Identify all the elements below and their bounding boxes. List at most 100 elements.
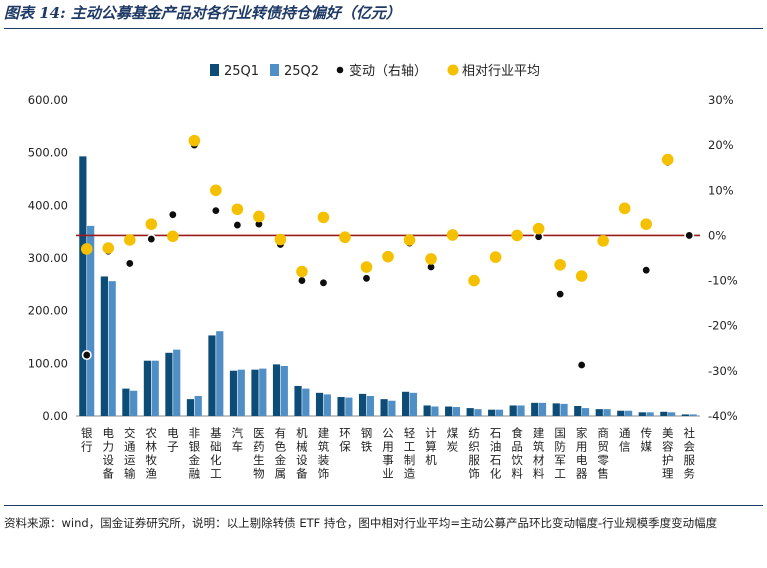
- change-point: [576, 359, 587, 370]
- category-label-char: 农: [146, 426, 158, 440]
- category-label-char: 军: [554, 453, 566, 467]
- category-label-char: 汽: [232, 426, 244, 440]
- bar-25q2: [151, 360, 159, 416]
- legend-label: 25Q1: [224, 64, 259, 79]
- bar-25q2: [259, 368, 267, 416]
- change-point: [146, 234, 157, 245]
- category-label-char: 设: [296, 453, 308, 467]
- category-label-char: 用: [576, 440, 588, 454]
- relative-point: [618, 202, 631, 215]
- bar-25q1: [681, 414, 689, 416]
- change-point: [167, 209, 178, 220]
- category-label-char: 铁: [361, 440, 373, 454]
- change-point: [361, 273, 372, 284]
- category-label-char: 油: [490, 440, 502, 454]
- legend-swatch: [335, 65, 345, 75]
- category-label-char: 石: [490, 426, 502, 440]
- bar-25q2: [194, 395, 202, 416]
- category-label-char: 备: [296, 467, 308, 481]
- category-label-char: 电: [576, 453, 588, 467]
- category-label-char: 炭: [447, 440, 459, 454]
- right-tick-label: -40%: [708, 409, 738, 423]
- relative-point: [382, 250, 394, 263]
- bar-25q2: [560, 403, 568, 416]
- category-label-char: 工: [554, 467, 566, 481]
- relative-point: [403, 234, 416, 246]
- bar-25q2: [517, 405, 525, 416]
- category-label-char: 零: [597, 453, 609, 467]
- combo-chart: 0.00 100.00 200.00 300.00 400.00 500.00 600.00…: [28, 63, 738, 481]
- right-tick-label: 30%: [708, 93, 734, 107]
- relative-point: [102, 242, 115, 254]
- bar-25q2: [452, 407, 461, 416]
- category-label-char: 药: [253, 440, 265, 454]
- legend-swatch: [447, 64, 459, 76]
- category-label-char: 色: [275, 440, 287, 454]
- category-label-char: 防: [554, 440, 566, 454]
- right-tick-label: 10%: [708, 183, 734, 197]
- category-label-char: 化: [210, 453, 222, 467]
- legend-label: 变动（右轴）: [349, 63, 427, 79]
- category-label-char: 力: [103, 440, 115, 454]
- bar-25q1: [337, 397, 345, 416]
- category-label-char: 算: [425, 440, 437, 454]
- bar-25q2: [624, 410, 633, 416]
- relative-point: [575, 270, 588, 282]
- change-point: [296, 275, 307, 286]
- bar-25q2: [646, 412, 654, 416]
- category-label-char: 电: [103, 426, 115, 440]
- bar-25q2: [302, 388, 310, 416]
- bar-25q2: [538, 402, 547, 416]
- category-label-char: 饰: [318, 467, 330, 481]
- bar-25q1: [229, 370, 238, 416]
- bar-25q2: [495, 409, 504, 416]
- source-note: 资料来源：wind，国金证券研究所，说明：以上剔除转债 ETF 持仓，图中相对行…: [4, 516, 718, 530]
- category-label-char: 造: [404, 467, 416, 481]
- category-label-char: 社: [683, 426, 695, 440]
- category-label-char: 媒: [640, 440, 652, 454]
- category-label-char: 饰: [468, 467, 480, 481]
- change-point: [81, 350, 92, 361]
- bar-25q1: [165, 352, 173, 416]
- bar-25q1: [638, 412, 646, 416]
- bar-25q1: [423, 405, 431, 416]
- category-label-char: 服: [683, 453, 695, 467]
- bar-25q1: [294, 385, 302, 416]
- legend-label: 相对行业平均: [462, 64, 540, 79]
- relative-point: [339, 231, 351, 244]
- category-label-char: 运: [124, 453, 136, 467]
- bar-25q2: [474, 409, 482, 416]
- relative-point: [468, 274, 480, 287]
- bar-25q1: [531, 402, 539, 416]
- relative-point: [253, 210, 265, 223]
- category-label-char: 务: [683, 467, 695, 481]
- category-label-char: 生: [253, 453, 265, 467]
- category-label-char: 属: [275, 467, 287, 481]
- bar-25q2: [366, 395, 374, 416]
- bar-25q2: [668, 412, 676, 416]
- category-label-char: 非: [189, 426, 201, 440]
- category-label-char: 筑: [318, 440, 330, 454]
- category-label-char: 保: [339, 440, 351, 454]
- bar-25q1: [488, 409, 496, 416]
- bar-25q1: [380, 399, 388, 416]
- title-rule: [4, 28, 763, 29]
- relative-point: [80, 243, 93, 255]
- bar-25q2: [108, 281, 116, 416]
- category-label-char: 装: [318, 453, 330, 467]
- relative-point: [661, 153, 674, 166]
- category-label-char: 础: [210, 440, 222, 454]
- category-label-char: 化: [490, 467, 502, 481]
- category-label-char: 商: [597, 426, 609, 440]
- right-tick-label: -10%: [708, 274, 738, 288]
- bar-25q2: [431, 406, 439, 416]
- legend-swatch: [270, 64, 279, 76]
- change-point: [124, 258, 135, 269]
- category-label-char: 饮: [511, 453, 523, 467]
- category-label-char: 银: [81, 426, 93, 440]
- bar-25q1: [251, 369, 259, 416]
- category-label-char: 织: [468, 440, 480, 454]
- relative-point: [554, 258, 566, 271]
- bar-25q2: [216, 331, 224, 416]
- category-label-char: 料: [533, 467, 545, 481]
